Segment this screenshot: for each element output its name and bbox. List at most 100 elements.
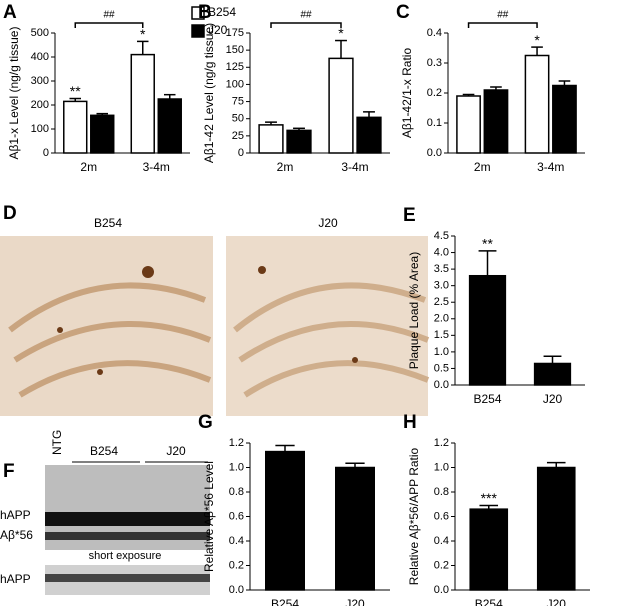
y-tick-label: 150	[226, 44, 244, 56]
y-tick-label: 0.4	[427, 27, 442, 39]
y-tick-label: 4.5	[434, 230, 449, 242]
y-tick-label: 0.2	[229, 559, 244, 571]
y-tick-label: 0.8	[434, 486, 449, 498]
bar	[157, 98, 182, 154]
bar	[328, 57, 354, 154]
lane-label: NTG	[50, 430, 64, 455]
y-tick-label: 3.0	[434, 280, 449, 292]
image-label: J20	[318, 216, 338, 230]
comparison-bracket	[467, 22, 538, 28]
lane-label: J20	[166, 444, 186, 458]
x-tick-label: 3-4m	[143, 160, 170, 174]
y-tick-label: 0.6	[229, 510, 244, 522]
y-tick-label: 0	[43, 147, 49, 159]
bar	[63, 100, 88, 154]
y-tick-label: 2.0	[434, 313, 449, 325]
legend-swatch	[191, 24, 205, 38]
y-tick-label: 0.6	[434, 510, 449, 522]
panel-d: D B254 J20	[0, 203, 430, 416]
y-tick-label: 1.2	[434, 437, 449, 449]
tissue-band	[8, 282, 212, 398]
band-label: hAPP	[0, 508, 31, 522]
lane-label: B254	[90, 444, 118, 458]
legend-label: J20	[208, 23, 228, 37]
significance-label: *	[534, 32, 540, 48]
image-label: B254	[94, 216, 122, 230]
bar	[483, 89, 509, 154]
x-tick-label: B254	[475, 597, 503, 606]
y-tick-label: 0.2	[427, 87, 442, 99]
y-axis-label: Aβ1-x Level (ng/g tissue)	[7, 27, 21, 160]
x-tick-label: 3-4m	[537, 160, 564, 174]
bar	[468, 274, 507, 386]
y-tick-label: 2.5	[434, 296, 449, 308]
y-tick-label: 175	[226, 27, 244, 39]
x-tick-label: B254	[271, 597, 299, 606]
significance-label: *	[338, 25, 344, 41]
x-tick-label: 3-4m	[341, 160, 368, 174]
band-label: Aβ*56	[0, 528, 33, 542]
bar	[469, 508, 509, 591]
plaque	[142, 266, 154, 278]
bar	[286, 129, 312, 154]
comparison-bracket	[270, 22, 342, 28]
bar	[265, 450, 305, 591]
blot-band	[45, 574, 210, 582]
legend-label: B254	[208, 5, 236, 19]
comparison-label: ##	[103, 10, 115, 21]
significance-label: *	[140, 26, 146, 42]
y-axis-label: Relative Aβ*56 Level	[202, 461, 216, 572]
y-tick-label: 0.8	[229, 486, 244, 498]
y-tick-label: 0.0	[427, 147, 442, 159]
y-tick-label: 0.1	[427, 117, 442, 129]
y-tick-label: 500	[31, 27, 49, 39]
y-tick-label: 0.4	[229, 535, 244, 547]
panel-letter: F	[3, 461, 15, 482]
y-tick-label: 125	[226, 61, 244, 73]
y-tick-label: 400	[31, 51, 49, 63]
plaque	[258, 266, 266, 274]
x-tick-label: J20	[547, 597, 567, 606]
x-tick-label: B254	[473, 392, 501, 406]
significance-label: **	[70, 83, 81, 99]
y-tick-label: 0.5	[434, 362, 449, 374]
panel-letter: C	[396, 2, 410, 23]
y-tick-label: 1.0	[229, 461, 244, 473]
panel-letter: H	[403, 412, 417, 433]
bar	[533, 362, 572, 386]
y-tick-label: 0.2	[434, 559, 449, 571]
blot-band	[45, 532, 210, 540]
comparison-label: ##	[300, 10, 312, 21]
y-tick-label: 3.5	[434, 263, 449, 275]
bar	[456, 95, 481, 154]
bar	[130, 53, 155, 154]
panel-f: F NTG B254 J20 hAPP Aβ*56 short exposure…	[0, 430, 210, 595]
y-tick-label: 0.0	[434, 584, 449, 596]
y-axis-label: Aβ1-42/1-x Ratio	[400, 48, 414, 139]
x-tick-label: 2m	[277, 160, 294, 174]
y-tick-label: 300	[31, 75, 49, 87]
bar	[335, 466, 375, 591]
band-label: hAPP	[0, 572, 31, 586]
plaque	[57, 327, 63, 333]
bar	[524, 54, 550, 154]
panel-letter: E	[403, 205, 416, 226]
bar	[90, 114, 115, 154]
y-tick-label: 200	[31, 99, 49, 111]
significance-label: **	[482, 236, 493, 252]
bar	[258, 124, 284, 154]
plaque	[97, 369, 103, 375]
y-tick-label: 1.5	[434, 329, 449, 341]
comparison-label: ##	[497, 10, 509, 21]
blot-band	[45, 512, 210, 526]
y-axis-label: Aβ1-42 Level (ng/g tissue)	[202, 23, 216, 163]
y-tick-label: 100	[226, 78, 244, 90]
x-tick-label: J20	[345, 597, 365, 606]
legend-swatch	[191, 6, 205, 20]
y-axis-label: Plaque Load (% Area)	[407, 252, 421, 369]
caption: short exposure	[89, 550, 162, 562]
panel-letter: G	[198, 412, 213, 433]
panel-letter: D	[3, 203, 17, 224]
y-tick-label: 25	[232, 130, 244, 142]
